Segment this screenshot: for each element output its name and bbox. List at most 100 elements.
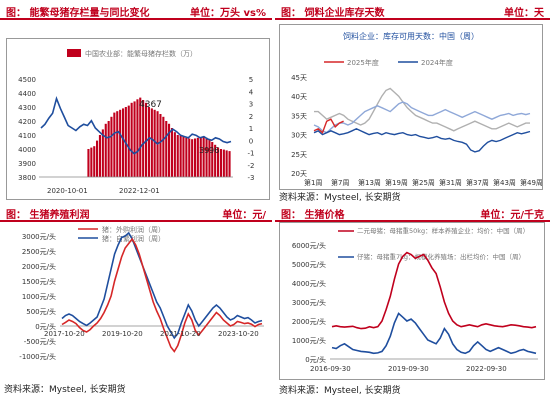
y-right-tick: 4: [249, 88, 254, 96]
y-tick: 1500元/头: [22, 277, 56, 286]
y-left-tick: 4200: [18, 118, 36, 126]
y-tick: 4000元/头: [292, 279, 326, 288]
y-right-tick: 1: [249, 125, 253, 133]
data-bar: [196, 137, 199, 177]
y-tick: 5000元/头: [292, 260, 326, 269]
legend-label: 仔猪：母猪重7kg：规模化养殖场：出栏均价：中国（周）: [357, 252, 525, 261]
x-tick: 2020-10-01: [47, 187, 88, 195]
data-bar: [188, 138, 191, 177]
x-tick: 2016-09-30: [310, 365, 351, 373]
y-right-tick: -3: [248, 174, 255, 182]
panel-title: 图： 能繁母猪存栏量与同比变化: [6, 8, 150, 19]
panel-sow-inventory: 图： 能繁母猪存栏量与同比变化 单位：万头 vs% 中国农业部：能繁母猪存栏数（…: [0, 0, 272, 200]
data-bar: [202, 137, 205, 177]
data-bar: [208, 139, 211, 177]
data-bar: [162, 116, 165, 177]
hog-profit-chart: 猪：外购利润（周）猪：自繁利润（周） 3000元/头 2500元/头 2000元/头 1…: [19, 225, 264, 361]
y-tick: 2500元/头: [22, 247, 56, 256]
x-tick: 第19周: [385, 178, 408, 187]
chart-title: 饲料企业：库存可用天数：中国（周）: [343, 31, 479, 41]
y-right-tick: 0: [249, 137, 253, 145]
legend-label: 猪：外购利润（周）: [102, 225, 165, 234]
hog-price-chart: 二元母猪：母猪重50kg：样本养殖企业：均价：中国（周） 仔猪：母猪重7kg：规模…: [292, 226, 538, 373]
data-bar: [199, 137, 202, 177]
data-bar: [119, 109, 122, 177]
data-bar: [96, 140, 99, 177]
x-tick: 2017-10-20: [44, 330, 85, 338]
data-bar: [182, 136, 185, 177]
data-bar: [205, 137, 208, 177]
series-line: [313, 101, 531, 134]
annotation-latest: 3996: [199, 146, 219, 155]
panel-feed-inventory: 图： 饲料企业库存天数 单位：天 饲料企业：库存可用天数：中国（周） 2025年度…: [275, 0, 550, 203]
plot-frame: 二元母猪：母猪重50kg：样本养殖企业：均价：中国（周） 仔猪：母猪重7kg：规模…: [279, 222, 545, 380]
x-tick: 2021-10-20: [160, 330, 201, 338]
y-tick: 500元/头: [26, 307, 56, 316]
data-bar: [165, 121, 168, 177]
title-rule: [0, 18, 272, 20]
data-bar: [228, 151, 231, 177]
y-right-tick: 5: [249, 76, 253, 84]
data-bar: [217, 147, 220, 177]
y-left-tick: 4000: [18, 146, 36, 154]
x-tick: 第25周: [412, 178, 435, 187]
yoy-line: [40, 96, 232, 155]
y-tick: 3000元/头: [22, 232, 56, 241]
series-line: [314, 87, 530, 132]
y-tick: -1000元/头: [19, 352, 56, 361]
plot-frame: 饲料企业：库存可用天数：中国（周） 2025年度 2024年度 45天 40天 35天 30…: [279, 24, 543, 190]
x-tick: 第49周: [520, 178, 542, 187]
data-bar: [142, 100, 145, 177]
data-bar: [150, 108, 153, 177]
y-tick: 30天: [291, 132, 307, 140]
data-bar: [116, 111, 119, 177]
x-tick: 第7周: [331, 178, 349, 187]
data-bar: [87, 149, 90, 177]
data-bar: [136, 99, 139, 177]
y-left-tick: 4100: [18, 132, 36, 140]
y-left-tick: 3800: [18, 174, 36, 182]
data-bar: [90, 147, 93, 177]
y-tick: 25天: [291, 151, 307, 159]
x-tick: 第43周: [493, 178, 516, 187]
series-line-self: [61, 231, 263, 340]
legend-label: 二元母猪：母猪重50kg：样本养殖企业：均价：中国（周）: [357, 226, 529, 235]
data-bar: [173, 132, 176, 177]
plot-frame: 中国农业部：能繁母猪存栏数（万） 4500 4400 4300 4200 4100 4000…: [6, 38, 270, 200]
data-bar: [101, 129, 104, 177]
data-bar: [225, 150, 228, 177]
sow-inventory-chart: 中国农业部：能繁母猪存栏数（万） 4500 4400 4300 4200 4100 4000…: [18, 49, 255, 195]
y-left-tick: 4400: [18, 90, 36, 98]
y-tick: 2000元/头: [22, 262, 56, 271]
y-right-tick: 2: [249, 113, 253, 121]
data-bar: [98, 135, 101, 177]
data-bar: [176, 135, 179, 177]
data-bar: [93, 146, 96, 177]
source-note: 资料来源：Mysteel, 长安期货: [279, 386, 401, 396]
data-bar: [122, 108, 125, 177]
y-right-tick: -1: [248, 150, 255, 158]
x-tick: 2019-09-30: [388, 365, 429, 373]
legend-label: 2024年度: [421, 58, 453, 67]
y-tick: 0元/头: [305, 355, 326, 364]
panel-unit: 单位：天: [504, 8, 544, 19]
y-tick: 3000元/头: [292, 298, 326, 307]
data-bar: [191, 139, 194, 177]
series-line-external: [61, 237, 263, 353]
x-tick: 2022-09-30: [466, 365, 507, 373]
data-bar: [170, 128, 173, 177]
panel-hog-price: 图： 生猪价格 单位：元/千克 二元母猪：母猪重50kg：样本养殖企业：均价：中…: [275, 202, 550, 407]
data-bar: [185, 137, 188, 177]
y-tick: 1000元/头: [292, 336, 326, 345]
panel-hog-profit: 图： 生猪养殖利润 单位：元/ 猪：外购利润（周） 猪：自繁利润（周） 3000元/…: [0, 202, 272, 407]
data-bar: [133, 101, 136, 177]
annotation-peak: 4367: [139, 100, 162, 110]
data-bar: [139, 97, 142, 177]
y-right-tick: -2: [248, 162, 255, 170]
y-left-tick: 3900: [18, 160, 36, 168]
y-left-tick: 4500: [18, 76, 36, 84]
data-bar: [179, 135, 182, 177]
series-line-piglet: [331, 312, 537, 355]
y-tick: 45天: [291, 74, 307, 82]
data-bar: [104, 123, 107, 177]
